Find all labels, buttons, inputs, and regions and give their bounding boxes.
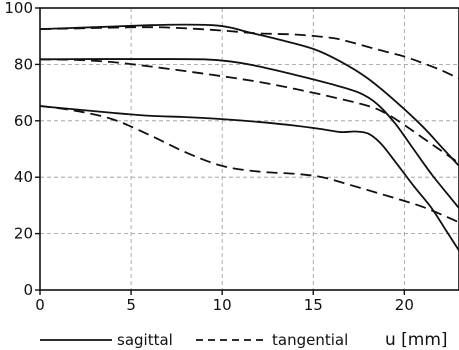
y-tick-label: 0 [23, 281, 33, 299]
grid-lines [40, 8, 459, 290]
legend-label-tangential: tangential [272, 331, 348, 349]
x-tick-label: 15 [304, 296, 323, 314]
y-tick-label: 100 [4, 0, 33, 17]
y-tick-label: 20 [14, 225, 33, 243]
series-line-sagittal-1 [39, 58, 459, 209]
x-tick-label: 0 [35, 296, 45, 314]
series-line-sagittal-2 [39, 105, 459, 252]
y-tick-label: 80 [14, 55, 33, 73]
x-tick-labels: 0 5 10 15 20 [35, 296, 414, 314]
series-line-tangential-3 [39, 26, 459, 80]
plot-frame [39, 7, 459, 291]
y-tick-labels: 0 20 40 60 80 100 [4, 0, 33, 299]
x-axis-label: u [mm] [385, 330, 448, 350]
legend: sagittal tangential [40, 331, 348, 349]
x-tick-label: 5 [126, 296, 136, 314]
series-line-sagittal-0 [39, 23, 459, 167]
x-tick-label: 20 [395, 296, 414, 314]
y-tick-label: 40 [14, 168, 33, 186]
y-tick-label: 60 [14, 112, 33, 130]
series-line-tangential-5 [39, 104, 459, 224]
legend-label-sagittal: sagittal [117, 331, 173, 349]
tick-marks [35, 7, 406, 295]
x-tick-label: 10 [213, 296, 232, 314]
series-lines [39, 23, 459, 252]
series-line-tangential-4 [39, 58, 459, 164]
